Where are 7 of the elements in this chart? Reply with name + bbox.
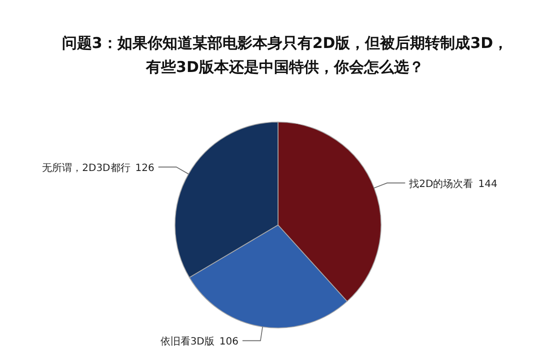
data-label: 144 [478,178,498,190]
data-label: 126 [135,163,154,174]
slice-label: 找2D的场次看 [408,178,474,190]
chart-title: 问题3：如果你知道某部电影本身只有2D版，但被后期转制成3D，有些3D版本还是中国特供，你会怎么选？ [62,34,508,76]
data-label: 106 [219,336,238,348]
slice-label: 无所谓，2D3D都行 [42,162,130,174]
slice-label: 依旧看3D版 [160,336,214,348]
